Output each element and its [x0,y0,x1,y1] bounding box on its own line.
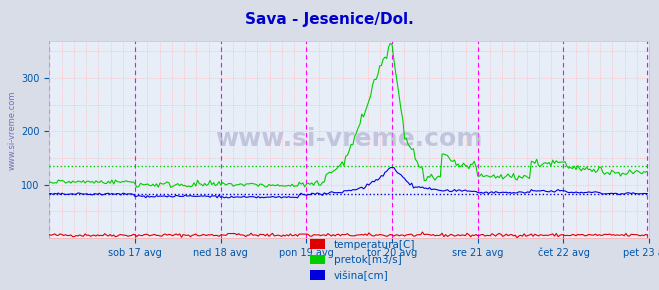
Text: www.si-vreme.com: www.si-vreme.com [215,127,483,151]
Text: Sava - Jesenice/Dol.: Sava - Jesenice/Dol. [245,12,414,27]
Legend: temperatura[C], pretok[m3/s], višina[cm]: temperatura[C], pretok[m3/s], višina[cm] [306,235,419,285]
Text: www.si-vreme.com: www.si-vreme.com [8,91,17,170]
